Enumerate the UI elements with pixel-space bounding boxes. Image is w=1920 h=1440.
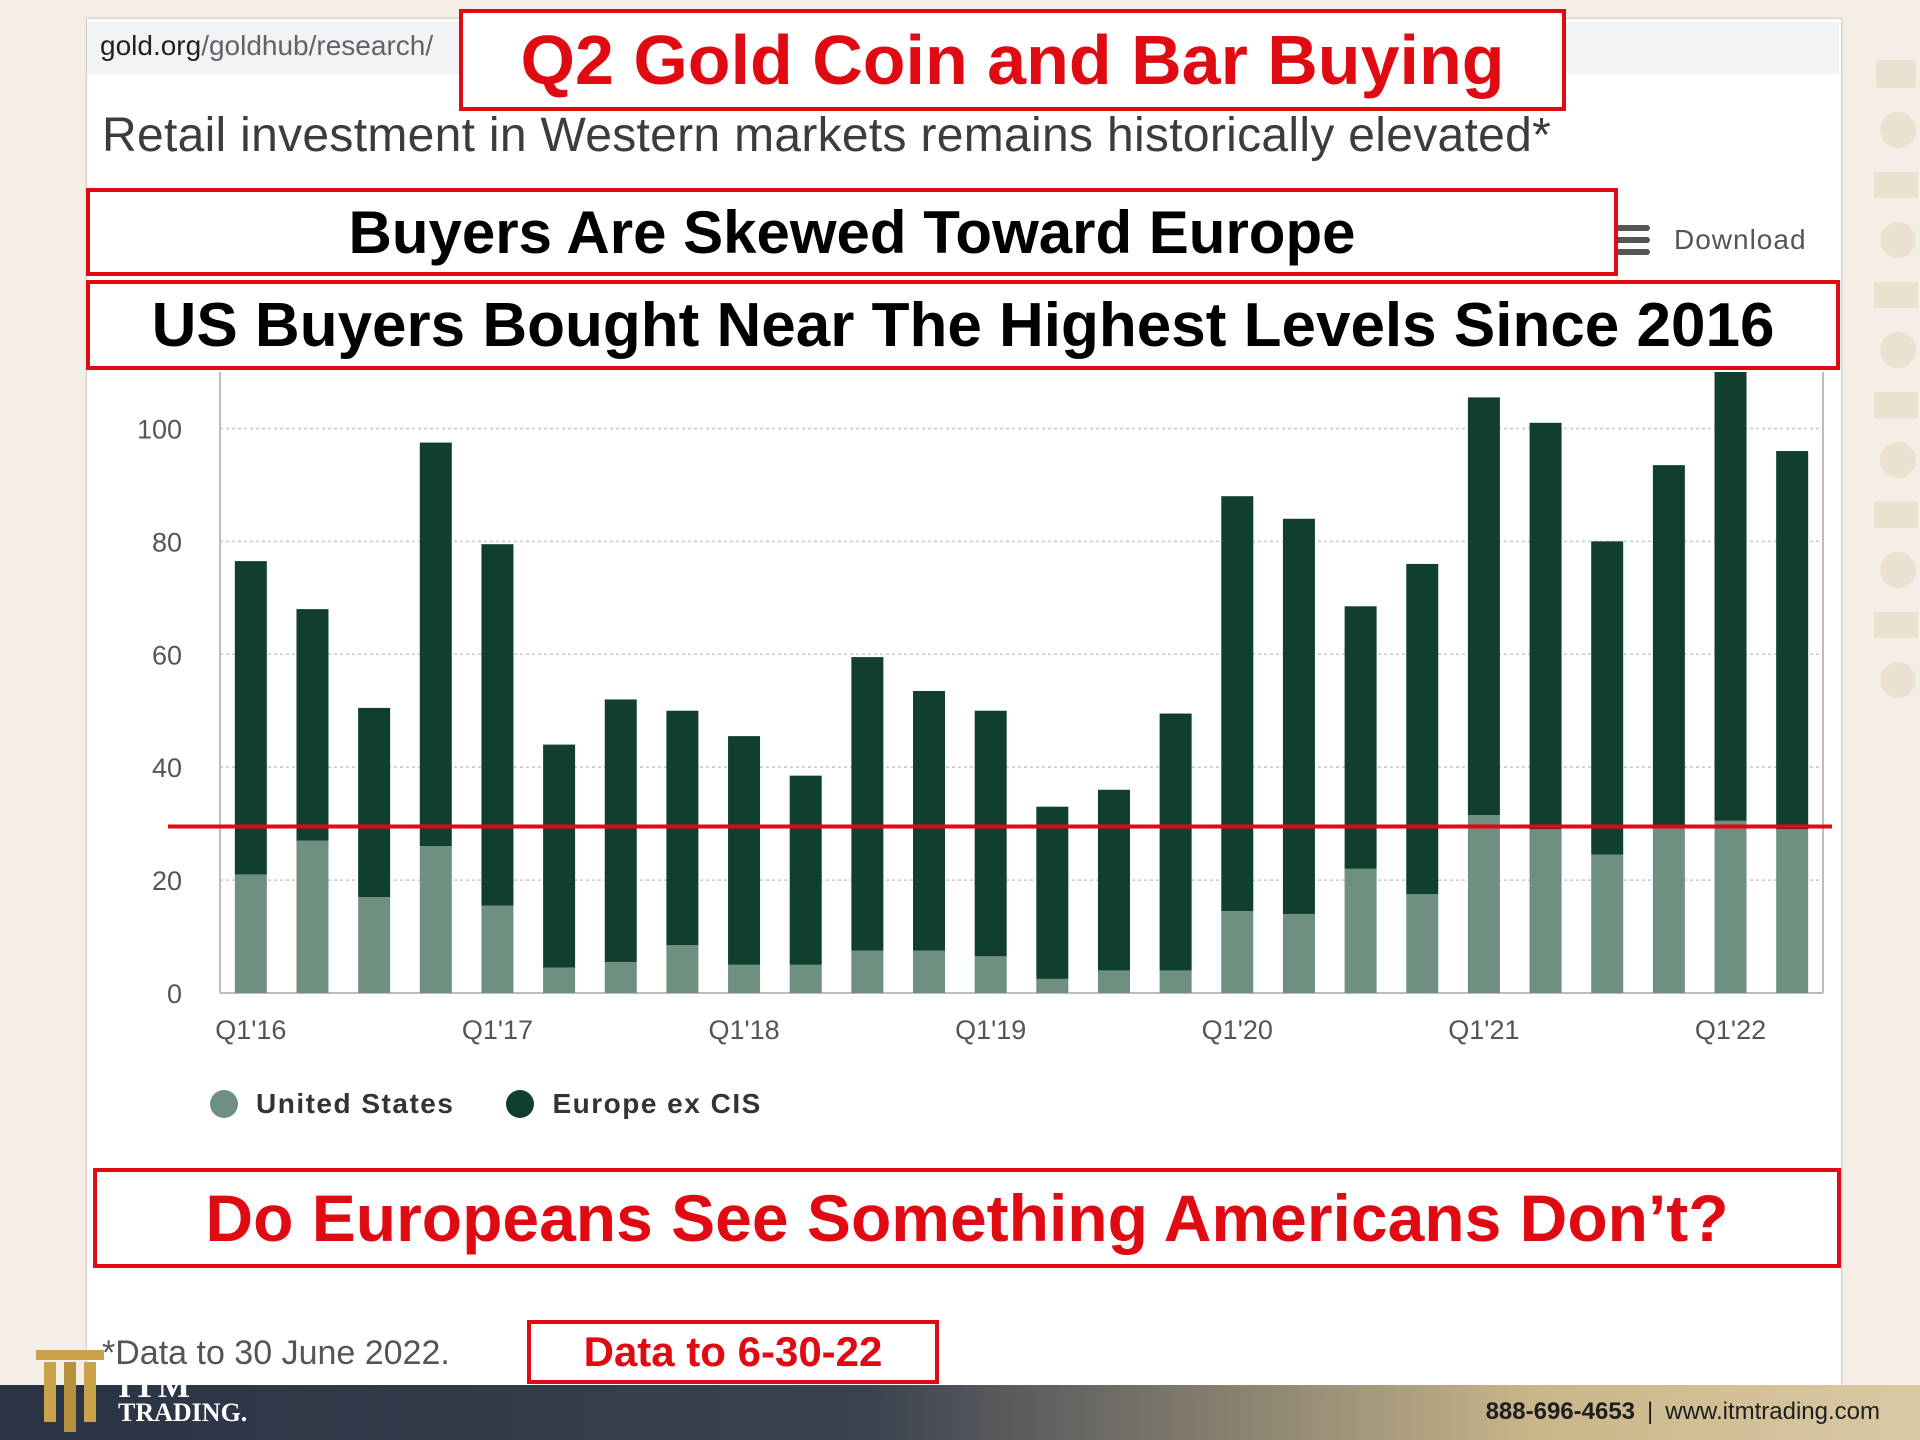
footnote: *Data to 30 June 2022.: [102, 1334, 450, 1372]
bar-europe-ex-cis: [1714, 372, 1747, 821]
x-tick-label: Q1'16: [215, 1015, 286, 1045]
bar-united-states: [913, 950, 946, 993]
bar-europe-ex-cis: [789, 775, 822, 965]
bar-europe-ex-cis: [296, 609, 329, 841]
bar-united-states: [604, 961, 637, 993]
itm-logo-icon: [36, 1350, 104, 1432]
bar-united-states: [481, 905, 514, 993]
bar-united-states: [1344, 868, 1377, 993]
chart-legend: United States Europe ex CIS: [210, 1088, 814, 1120]
footer-phone[interactable]: 888-696-4653: [1485, 1398, 1636, 1425]
y-tick-label: 0: [167, 979, 182, 1009]
bar-europe-ex-cis: [1652, 465, 1685, 827]
bar-europe-ex-cis: [481, 544, 514, 906]
bar-united-states: [1036, 978, 1069, 993]
bar-europe-ex-cis: [234, 561, 267, 875]
menu-icon[interactable]: [1608, 225, 1650, 255]
x-tick-label: Q1'20: [1202, 1015, 1273, 1045]
footer-bar: [0, 1385, 1920, 1440]
bar-europe-ex-cis: [1529, 422, 1562, 830]
bar-europe-ex-cis: [1467, 397, 1500, 816]
bar-europe-ex-cis: [1159, 713, 1192, 971]
chart-subtitle: Retail investment in Western markets rem…: [102, 109, 1552, 162]
legend-label-us: United States: [256, 1088, 455, 1119]
bar-united-states: [666, 945, 699, 993]
us-callout: US Buyers Bought Near The Highest Levels…: [86, 280, 1840, 370]
x-tick-label: Q1'17: [462, 1015, 533, 1045]
legend-dot-europe: [506, 1090, 535, 1118]
date-callout: Data to 6-30-22: [527, 1320, 939, 1384]
bar-europe-ex-cis: [1221, 496, 1254, 912]
x-tick-label: Q1'22: [1695, 1015, 1766, 1045]
bar-europe-ex-cis: [974, 710, 1007, 957]
bar-united-states: [974, 956, 1007, 993]
legend-item-europe[interactable]: Europe ex CIS: [506, 1088, 761, 1120]
decorative-side-pattern: [1860, 0, 1920, 1385]
bar-united-states: [1529, 829, 1562, 993]
y-tick-label: 20: [152, 866, 182, 896]
bar-united-states: [1097, 970, 1130, 993]
bar-united-states: [296, 840, 329, 993]
europe-callout: Buyers Are Skewed Toward Europe: [86, 188, 1618, 276]
y-tick-label: 60: [152, 640, 182, 670]
legend-item-us[interactable]: United States: [210, 1088, 454, 1120]
bar-united-states: [1159, 970, 1192, 993]
bar-europe-ex-cis: [1036, 806, 1069, 979]
y-tick-label: 100: [137, 414, 182, 444]
bar-united-states: [419, 846, 452, 993]
url-text[interactable]: gold.org/goldhub/research/: [100, 30, 433, 62]
bar-europe-ex-cis: [1406, 563, 1439, 895]
bar-europe-ex-cis: [728, 736, 761, 965]
footer-website[interactable]: www.itmtrading.com: [1665, 1398, 1880, 1425]
bar-europe-ex-cis: [604, 699, 637, 962]
bar-europe-ex-cis: [1344, 606, 1377, 869]
download-label: Download: [1674, 224, 1807, 255]
legend-label-europe: Europe ex CIS: [552, 1088, 762, 1119]
bar-united-states: [1591, 854, 1624, 993]
brand-name-bottom: TRADING.: [118, 1398, 248, 1427]
bar-united-states: [234, 874, 267, 993]
bar-united-states: [1282, 913, 1315, 993]
bar-united-states: [358, 897, 391, 993]
bar-united-states: [543, 967, 576, 993]
bar-united-states: [789, 964, 822, 993]
download-button[interactable]: Download: [1608, 224, 1807, 256]
url-host: gold.org: [100, 30, 202, 61]
bar-united-states: [1467, 815, 1500, 993]
y-tick-label: 80: [152, 527, 182, 557]
bar-united-states: [851, 950, 884, 993]
bar-united-states: [1406, 894, 1439, 993]
footer-contact: 888-696-4653 | www.itmtrading.com: [1486, 1398, 1880, 1426]
bar-europe-ex-cis: [1776, 451, 1809, 830]
x-tick-label: Q1'21: [1448, 1015, 1519, 1045]
bar-united-states: [1652, 826, 1685, 993]
question-callout: Do Europeans See Something Americans Don…: [93, 1168, 1841, 1268]
bar-united-states: [1776, 829, 1809, 993]
bar-europe-ex-cis: [419, 442, 452, 847]
bar-europe-ex-cis: [851, 657, 884, 951]
legend-dot-us: [210, 1090, 238, 1118]
title-callout: Q2 Gold Coin and Bar Buying: [459, 9, 1566, 111]
url-path: /goldhub/research/: [201, 30, 434, 61]
x-tick-label: Q1'18: [708, 1015, 779, 1045]
brand-name-top: ITM: [118, 1368, 192, 1405]
bar-united-states: [728, 964, 761, 993]
x-tick-label: Q1'19: [955, 1015, 1026, 1045]
bar-europe-ex-cis: [1591, 541, 1624, 855]
y-tick-label: 40: [152, 753, 182, 783]
bar-europe-ex-cis: [358, 707, 391, 898]
bar-europe-ex-cis: [1097, 789, 1130, 971]
footer-separator: |: [1647, 1398, 1654, 1425]
bar-united-states: [1714, 820, 1747, 993]
bar-europe-ex-cis: [1282, 518, 1315, 914]
bar-europe-ex-cis: [543, 744, 576, 968]
bar-united-states: [1221, 911, 1254, 993]
bar-europe-ex-cis: [913, 690, 946, 951]
